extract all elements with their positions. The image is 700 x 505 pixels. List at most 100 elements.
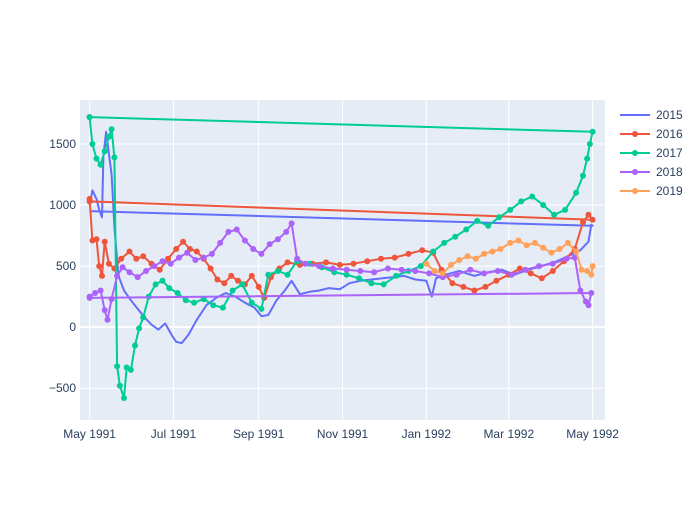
- data-point: [89, 141, 96, 147]
- data-point: [265, 271, 272, 278]
- data-point: [126, 269, 133, 276]
- y-tick-label: 1000: [49, 198, 76, 212]
- data-point: [294, 255, 301, 262]
- legend-label: 2017: [656, 146, 683, 160]
- legend-item-2018[interactable]: 2018: [620, 165, 683, 179]
- data-point: [431, 268, 438, 274]
- data-point: [121, 395, 127, 401]
- legend-item-2016[interactable]: 2016: [620, 127, 683, 141]
- data-point: [384, 265, 391, 272]
- legend[interactable]: 2015 2016 2017 2018 2019: [620, 108, 683, 198]
- data-point: [343, 266, 350, 273]
- data-point: [584, 268, 591, 274]
- data-point: [105, 133, 112, 140]
- data-point: [467, 266, 474, 273]
- data-point: [192, 257, 199, 263]
- data-point: [419, 247, 426, 254]
- data-point: [93, 236, 100, 243]
- data-point: [398, 266, 405, 273]
- data-point: [441, 239, 448, 246]
- data-point: [97, 287, 104, 294]
- data-point: [518, 198, 525, 205]
- data-point: [417, 263, 424, 270]
- data-point: [159, 277, 166, 284]
- data-point: [551, 211, 558, 218]
- series-2018: [86, 220, 595, 323]
- data-point: [302, 260, 309, 267]
- data-point: [412, 268, 419, 274]
- data-point: [233, 226, 240, 233]
- y-tick-label: 0: [69, 320, 76, 334]
- data-point: [507, 206, 514, 213]
- data-point: [151, 263, 158, 270]
- y-axis-ticks: −500 0 500 1000 1500: [49, 137, 76, 395]
- data-point: [250, 246, 257, 252]
- data-point: [336, 261, 343, 268]
- y-tick-label: 500: [56, 259, 76, 273]
- data-point: [93, 155, 100, 162]
- legend-item-2017[interactable]: 2017: [620, 146, 683, 160]
- x-tick-label: Mar 1992: [483, 427, 534, 441]
- data-point: [527, 270, 534, 277]
- series-2019: [423, 237, 596, 278]
- data-point: [464, 253, 471, 260]
- data-point: [471, 287, 478, 294]
- data-point: [548, 249, 555, 256]
- data-point: [508, 271, 515, 278]
- data-point: [481, 270, 488, 277]
- x-tick-label: Jan 1992: [402, 427, 452, 441]
- data-point: [463, 226, 470, 233]
- data-point: [118, 255, 125, 262]
- data-point: [114, 272, 121, 279]
- data-point: [119, 264, 126, 271]
- data-point: [489, 248, 496, 255]
- legend-item-2019[interactable]: 2019: [620, 184, 683, 198]
- data-point: [274, 236, 281, 243]
- data-point: [255, 283, 262, 290]
- legend-swatch-marker: [632, 169, 638, 175]
- data-point: [86, 198, 93, 205]
- data-point: [371, 269, 378, 276]
- data-point: [563, 255, 570, 262]
- data-point: [116, 382, 123, 389]
- data-point: [207, 265, 214, 272]
- data-point: [456, 257, 463, 263]
- data-point: [133, 255, 140, 262]
- data-point: [283, 228, 290, 235]
- data-point: [258, 305, 265, 312]
- data-point: [136, 325, 143, 332]
- data-point: [549, 260, 556, 267]
- legend-label: 2018: [656, 165, 683, 179]
- data-point: [540, 202, 547, 208]
- data-point: [140, 253, 147, 260]
- data-point: [474, 217, 481, 224]
- data-point: [323, 259, 329, 266]
- data-point: [515, 237, 522, 244]
- data-point: [481, 250, 488, 257]
- data-point: [329, 265, 336, 272]
- data-point: [225, 228, 232, 235]
- data-point: [284, 259, 291, 266]
- data-point: [101, 307, 108, 314]
- data-point: [507, 239, 514, 246]
- data-point: [523, 242, 530, 249]
- data-point: [485, 222, 492, 229]
- legend-label: 2019: [656, 184, 683, 198]
- data-point: [104, 316, 111, 323]
- legend-item-2015[interactable]: 2015: [620, 108, 683, 122]
- legend-swatch-marker: [632, 150, 638, 156]
- data-point: [258, 250, 265, 257]
- data-point: [274, 268, 281, 274]
- data-point: [97, 161, 104, 168]
- data-point: [288, 220, 295, 227]
- series-layer: [86, 114, 596, 401]
- legend-label: 2016: [656, 127, 683, 141]
- data-point: [589, 216, 596, 223]
- data-point: [173, 246, 180, 252]
- data-point: [140, 314, 147, 321]
- legend-swatch-marker: [632, 131, 638, 137]
- data-point: [210, 302, 217, 309]
- data-point: [159, 258, 166, 265]
- data-point: [193, 248, 200, 255]
